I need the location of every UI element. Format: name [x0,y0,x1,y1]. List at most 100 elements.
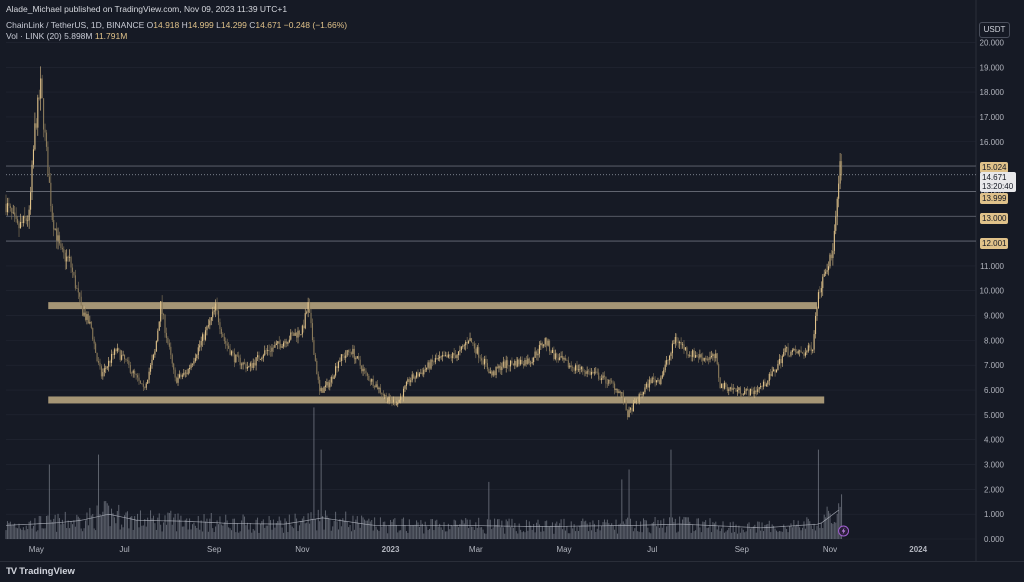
symbol-name[interactable]: ChainLink / TetherUS, 1D, BINANCE [6,20,145,30]
volume-bar [430,519,432,539]
volume-bar [712,522,714,539]
candle-body [184,372,186,374]
volume-bar [395,524,397,539]
volume-bar [541,526,543,539]
volume-bar [337,529,339,539]
candle-body [473,343,475,349]
volume-bar [122,527,124,539]
candle-body [612,382,614,384]
candle-body [288,339,290,343]
volume-bar [139,510,141,539]
candle-body [145,383,147,388]
candle-body [194,358,196,362]
candle-body [174,369,176,378]
candle-body [433,361,435,363]
volume-bar [601,525,603,539]
volume-bar [144,519,146,539]
volume-bar [710,532,712,539]
candle-body [235,354,237,363]
volume-bar [689,521,691,539]
candle-body [326,382,328,386]
volume-bar [700,532,702,539]
volume-bar [485,533,487,539]
candle-body [333,375,335,379]
volume-bar [394,518,396,539]
candle-body [570,365,572,368]
volume-bar [577,530,579,539]
volume-bar [218,524,220,539]
candle-body [579,369,581,370]
volume-bar [410,525,412,539]
candle-body [655,380,658,383]
currency-unit-button[interactable]: USDT [979,22,1010,38]
candle-body [129,365,131,373]
volume-bar [715,521,717,539]
candle-body [420,372,422,374]
candle-body [109,360,111,363]
candle-body [176,377,178,383]
volume-bar [674,518,676,539]
volume-bar [298,525,300,539]
candle-body [640,394,642,396]
volume-bar [215,526,217,539]
volume-bar [258,532,260,539]
candle-body [37,97,39,128]
volume-bar [713,523,715,539]
candle-body [336,366,338,369]
volume-bar [800,530,802,539]
candle-body [358,356,360,360]
y-tick-label: 17.000 [980,113,1005,122]
volume-bar [640,521,642,539]
candle-body [275,343,277,345]
candle-body [586,370,588,374]
volume-bar [364,519,366,539]
volume-label[interactable]: Vol · LINK (20) [6,31,62,41]
candle-body [151,359,153,366]
candle-body [132,370,134,374]
volume-bar [527,530,529,539]
candle-body [582,367,584,372]
volume-bar [593,523,595,539]
y-tick-label: 20.000 [980,38,1005,47]
candle-body [134,370,136,374]
candle-body [61,248,63,250]
volume-bar [813,523,815,539]
volume-bar [465,518,467,539]
candle-body [742,394,744,395]
volume-bar [210,512,212,539]
candle-body [388,397,390,401]
candle-body [804,352,806,356]
candle-body [135,373,137,376]
candle-body [207,325,209,327]
volume-bar [686,517,688,539]
volume-bar [789,525,791,539]
price-chart[interactable]: 20.00019.00018.00017.00016.00015.00014.0… [0,0,1024,561]
candle-body [507,360,509,366]
candle-body [269,351,272,352]
volume-bar [718,526,720,539]
candle-body [402,388,405,398]
volume-bar [765,524,767,539]
candle-body [272,347,274,349]
volume-bar [87,525,89,539]
volume-bar [784,527,786,539]
volume-bar [387,533,389,539]
lightning-glyph [841,527,846,535]
volume-bar [377,529,379,539]
volume-ma-value: 11.791M [94,31,128,41]
volume-bar [359,527,361,539]
candle-body [48,176,50,183]
volume-bar [573,524,575,539]
volume-bar [690,532,692,539]
tradingview-logo[interactable]: TV TradingView [6,566,75,577]
candle-body [424,369,426,371]
volume-bar [748,522,750,539]
candle-body [293,333,295,336]
candle-body [95,343,97,353]
volume-bar [180,515,182,539]
volume-bar [575,531,577,539]
volume-bar [815,530,817,539]
volume-bar [317,509,319,539]
volume-bar [306,522,308,539]
